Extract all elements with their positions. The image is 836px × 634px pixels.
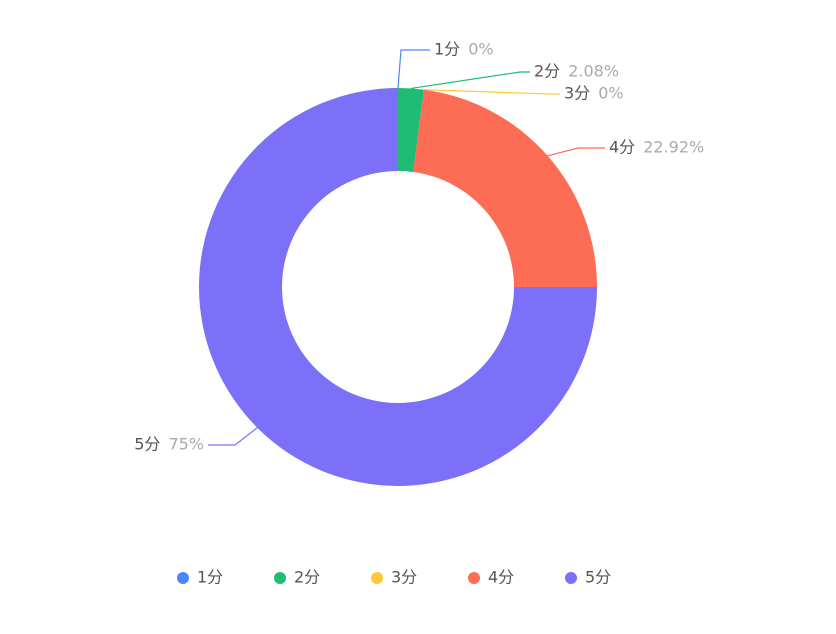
- legend-marker[interactable]: [468, 572, 480, 584]
- slice-value: 0%: [468, 40, 493, 59]
- legend-marker[interactable]: [565, 572, 577, 584]
- slice-label: 5分: [134, 435, 160, 454]
- legend-label[interactable]: 1分: [197, 568, 223, 587]
- leader-line: [410, 71, 530, 90]
- leader-line: [423, 89, 560, 95]
- leader-line: [547, 147, 605, 157]
- legend-label[interactable]: 4分: [488, 568, 514, 587]
- donut-slice: [199, 88, 597, 486]
- legend-label[interactable]: 2分: [294, 568, 320, 587]
- slice-value: 2.08%: [568, 62, 619, 81]
- legend-label[interactable]: 3分: [391, 568, 417, 587]
- slice-value: 22.92%: [643, 138, 704, 157]
- donut-slice: [413, 89, 597, 287]
- slice-value: 0%: [598, 84, 623, 103]
- legend-marker[interactable]: [177, 572, 189, 584]
- slice-label: 4分: [609, 138, 635, 157]
- legend-marker[interactable]: [371, 572, 383, 584]
- slice-value: 75%: [168, 435, 204, 454]
- slice-label: 3分: [564, 84, 590, 103]
- legend-label[interactable]: 5分: [585, 568, 611, 587]
- legend-marker[interactable]: [274, 572, 286, 584]
- leader-line: [208, 427, 258, 446]
- leader-line: [397, 49, 430, 89]
- slice-label: 2分: [534, 62, 560, 81]
- donut-slice: [398, 88, 424, 172]
- slice-label: 1分: [434, 40, 460, 59]
